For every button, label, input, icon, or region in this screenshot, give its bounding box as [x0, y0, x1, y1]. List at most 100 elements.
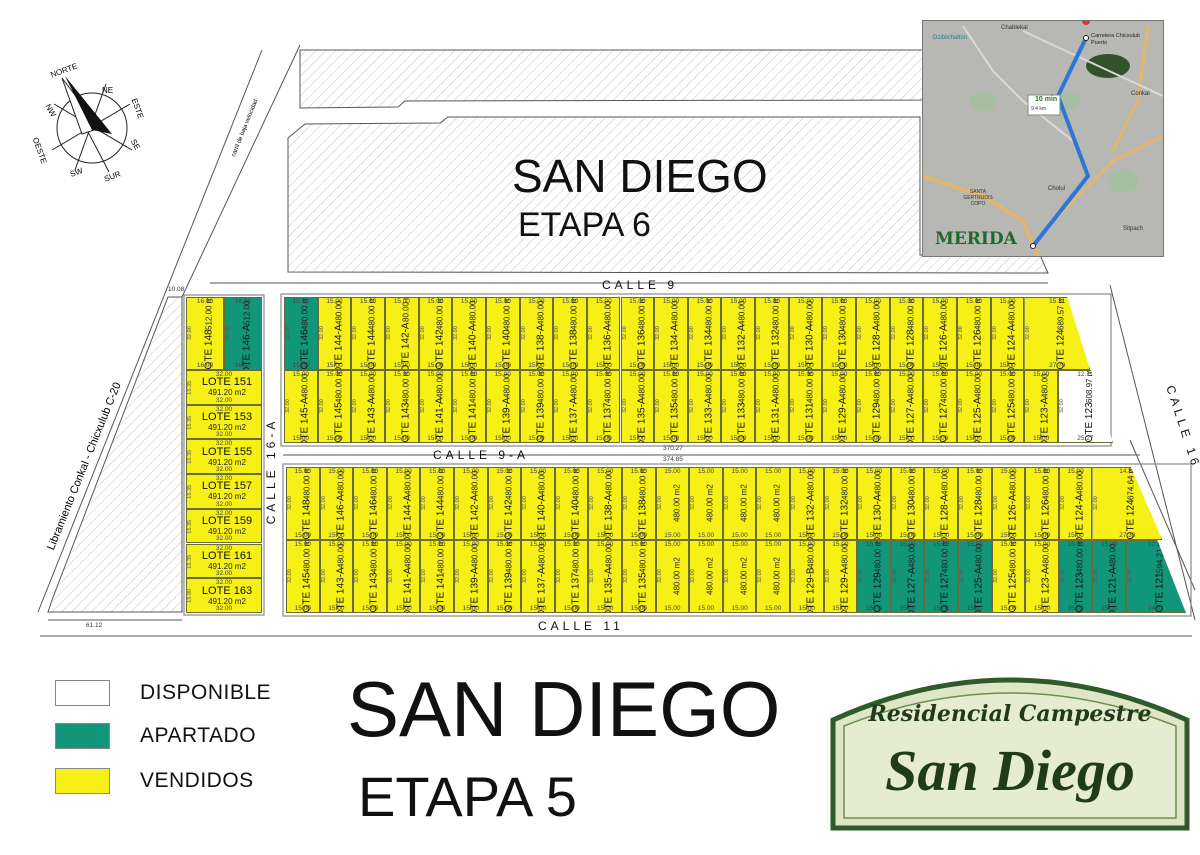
lot-lote-143[interactable]: 15.00 15.00 32.00 LOTE 143 480.00 m2	[353, 540, 387, 613]
lot-lote-130[interactable]: 15.00 15.00 32.00 LOTE 130 480.00 m2	[822, 297, 857, 370]
lot-unnamed[interactable]: 15.00 15.00 32.00 480.00 m2	[756, 467, 790, 540]
lot-lote-145-a[interactable]: 15.00 15.00 32.00 LOTE 145-A 480.00 m2	[284, 370, 318, 443]
lot-lote-153[interactable]: 32.00 32.00 15.35 LOTE 153 491.20 m2	[186, 404, 262, 440]
lot-lote-128[interactable]: 15.00 15.00 32.00 LOTE 128 480.00 m2	[958, 467, 992, 540]
lot-lote-139[interactable]: 15.00 15.00 32.00 LOTE 139 480.00 m2	[519, 370, 554, 443]
lot-lote-138[interactable]: 15.00 15.00 32.00 LOTE 138 480.00 m2	[622, 467, 656, 540]
lot-lote-131[interactable]: 15.00 15.00 32.00 LOTE 131 480.00 m2	[788, 370, 823, 443]
lot-unnamed[interactable]: 15.00 15.00 32.00 480.00 m2	[722, 540, 757, 613]
lot-lote-137[interactable]: 15.00 15.00 32.00 LOTE 137 480.00 m2	[586, 370, 621, 443]
lot-lote-144[interactable]: 15.00 15.00 32.00 LOTE 144 480.00 m2	[351, 297, 385, 370]
lot-lote-161[interactable]: 32.00 32.00 15.35 LOTE 161 491.20 m2	[186, 543, 262, 579]
lot-lote-132-a[interactable]: 15.00 15.00 32.00 LOTE 132-A 480.00 m2	[721, 297, 756, 370]
lot-lote-137-a[interactable]: 15.00 15.00 32.00 LOTE 137-A 480.00 m2	[521, 540, 555, 613]
lot-lote-144[interactable]: 15.00 15.00 32.00 LOTE 144 480.00 m2	[420, 467, 454, 540]
lot-lote-142[interactable]: 15.00 15.00 32.00 LOTE 142 480.00 m2	[418, 297, 453, 370]
lot-lote-138-a[interactable]: 15.00 15.00 32.00 LOTE 138-A 480.00 m2	[519, 297, 554, 370]
lot-lote-159[interactable]: 32.00 32.00 15.35 LOTE 159 491.20 m2	[186, 508, 262, 544]
lot-lote-127-a[interactable]: 15.00 15.00 32.00 LOTE 127-A 480.00 m2	[890, 540, 925, 613]
lot-lote-157[interactable]: 32.00 32.00 15.35 LOTE 157 491.20 m2	[186, 474, 262, 509]
lot-lote-121-a[interactable]: 15.00 15.00 32.00 LOTE 121-A 480.00 m2	[1092, 540, 1126, 613]
lot-lote-126[interactable]: 15.00 15.00 32.00 LOTE 126 480.00 m2	[957, 297, 991, 370]
lot-lote-146[interactable]: 15.00 15.00 32.00 LOTE 146 480.00 m2	[353, 467, 387, 540]
lot-lote-127[interactable]: 15.00 15.00 32.00 LOTE 127 480.00 m2	[923, 370, 957, 443]
lot-lote-132[interactable]: 15.00 15.00 32.00 LOTE 132 480.00 m2	[823, 467, 858, 540]
lot-unnamed[interactable]: 15.00 15.00 32.00 480.00 m2	[689, 540, 723, 613]
lot-lote-134[interactable]: 15.00 15.00 32.00 LOTE 134 480.00 m2	[687, 297, 722, 370]
lot-lote-137-a[interactable]: 15.00 15.00 32.00 LOTE 137-A 480.00 m2	[553, 370, 587, 443]
lot-lote-127-a[interactable]: 15.00 15.00 32.00 LOTE 127-A 480.00 m2	[889, 370, 924, 443]
lot-lote-135[interactable]: 15.00 15.00 32.00 LOTE 135 480.00 m2	[654, 370, 688, 443]
lot-lote-126-a[interactable]: 15.00 15.00 32.00 LOTE 126-A 480.00 m2	[923, 297, 957, 370]
lot-lote-134-a[interactable]: 15.00 15.00 32.00 LOTE 134-A 480.00 m2	[654, 297, 688, 370]
lot-lote-138[interactable]: 15.00 15.00 32.00 LOTE 138 480.00 m2	[553, 297, 587, 370]
lot-lote-123-a[interactable]: 15.00 15.00 32.00 LOTE 123-A 480.00 m2	[1025, 540, 1059, 613]
lot-lote-141[interactable]: 15.00 15.00 32.00 LOTE 141 480.00 m2	[452, 370, 486, 443]
lot-lote-140-a[interactable]: 15.00 15.00 32.00 LOTE 140-A 480.00 m2	[452, 297, 486, 370]
lot-lote-141[interactable]: 15.00 15.00 32.00 LOTE 141 480.00 m2	[420, 540, 454, 613]
lot-lote-133[interactable]: 15.00 15.00 32.00 LOTE 133 480.00 m2	[721, 370, 756, 443]
lot-lote-124-a[interactable]: 15.00 15.00 32.00 LOTE 124-A 480.00 m2	[990, 297, 1025, 370]
lot-lote-137[interactable]: 15.00 15.00 32.00 LOTE 137 480.00 m2	[554, 540, 589, 613]
lot-lote-124-a[interactable]: 15.00 15.00 32.00 LOTE 124-A 480.00 m2	[1058, 467, 1093, 540]
lot-lote-125[interactable]: 15.00 15.00 32.00 LOTE 125 480.00 m2	[990, 370, 1025, 443]
lot-lote-142[interactable]: 15.00 15.00 32.00 LOTE 142 480.00 m2	[487, 467, 522, 540]
lot-lote-132[interactable]: 15.00 15.00 32.00 LOTE 132 480.00 m2	[755, 297, 789, 370]
lot-lote-144-a[interactable]: 15.00 15.00 32.00 LOTE 144-A 480.00 m2	[317, 297, 352, 370]
lot-lote-130-a[interactable]: 15.00 15.00 32.00 LOTE 130-A 480.00 m2	[788, 297, 823, 370]
lot-lote-140[interactable]: 15.00 15.00 32.00 LOTE 140 480.00 m2	[485, 297, 520, 370]
lot-lote-135[interactable]: 15.00 15.00 32.00 LOTE 135 480.00 m2	[622, 540, 656, 613]
lot-lote-125[interactable]: 15.00 15.00 32.00 LOTE 125 480.00 m2	[991, 540, 1026, 613]
lot-lote-142-a[interactable]: 15.00 15.00 32.00 LOTE 142-A 480.00 m2	[454, 467, 488, 540]
lot-lote-129-a[interactable]: 15.00 15.00 32.00 LOTE 129-A 480.00 m2	[823, 540, 858, 613]
lot-lote-141-a[interactable]: 15.00 15.00 32.00 LOTE 141-A 480.00 m2	[418, 370, 453, 443]
lot-lote-146-a[interactable]: 16.00 16.00 32.00 LOTE 146-A 512.00 m2	[224, 297, 262, 370]
lot-lote-139[interactable]: 15.00 15.00 32.00 LOTE 139 480.00 m2	[487, 540, 522, 613]
lot-lote-129-b[interactable]: 15.00 15.00 32.00 LOTE 129-B 480.00 m2	[790, 540, 824, 613]
lot-lote-135-a[interactable]: 15.00 15.00 32.00 LOTE 135-A 480.00 m2	[620, 370, 655, 443]
lot-unnamed[interactable]: 15.00 15.00 32.00 480.00 m2	[655, 540, 690, 613]
lot-lote-129-a[interactable]: 15.00 15.00 32.00 LOTE 129-A 480.00 m2	[822, 370, 857, 443]
lot-lote-123[interactable]: 15.00 15.00 32.00 LOTE 123 480.00 m2	[1058, 540, 1093, 613]
lot-lote-126[interactable]: 15.00 15.00 32.00 LOTE 126 480.00 m2	[1025, 467, 1059, 540]
lot-lote-139-a[interactable]: 15.00 15.00 32.00 LOTE 139-A 480.00 m2	[485, 370, 520, 443]
lot-unnamed[interactable]: 15.00 15.00 32.00 480.00 m2	[655, 467, 690, 540]
lot-lote-136-a[interactable]: 15.00 15.00 32.00 LOTE 136-A 480.00 m2	[586, 297, 621, 370]
lot-lote-144-a[interactable]: 15.00 15.00 32.00 LOTE 144-A 480.00 m2	[386, 467, 421, 540]
lot-lote-125-a[interactable]: 15.00 15.00 32.00 LOTE 125-A 480.00 m2	[957, 370, 991, 443]
lot-lote-146[interactable]: 15.00 15.00 32.00 LOTE 146 480.00 m2	[284, 297, 318, 370]
lot-lote-123-a[interactable]: 15.00 15.00 32.00 LOTE 123-A 480.00 m2	[1024, 370, 1058, 443]
lot-lote-132-a[interactable]: 15.00 15.00 32.00 LOTE 132-A 480.00 m2	[790, 467, 824, 540]
lot-lote-136[interactable]: 15.00 15.00 32.00 LOTE 136 480.00 m2	[620, 297, 655, 370]
lot-lote-135-a[interactable]: 15.00 15.00 32.00 LOTE 135-A 480.00 m2	[588, 540, 622, 613]
lot-lote-143[interactable]: 15.00 15.00 32.00 LOTE 143 480.00 m2	[384, 370, 419, 443]
lot-lote-142-a[interactable]: 15.00 15.00 32.00 LOTE 142-A 80.00 m2	[384, 297, 419, 370]
lot-lote-146-a[interactable]: 15.00 15.00 32.00 LOTE 146-A 480.00 m2	[319, 467, 354, 540]
lot-lote-130[interactable]: 15.00 15.00 32.00 LOTE 130 480.00 m2	[890, 467, 925, 540]
lot-lote-130-a[interactable]: 15.00 15.00 32.00 LOTE 130-A 480.00 m2	[857, 467, 891, 540]
lot-lote-129[interactable]: 15.00 15.00 32.00 LOTE 129 480.00 m2	[856, 370, 890, 443]
lot-lote-148[interactable]: 15.00 15.00 32.00 LOTE 148 480.00 m2	[286, 467, 320, 540]
lot-unnamed[interactable]: 15.00 15.00 32.00 480.00 m2	[722, 467, 757, 540]
lot-lote-151[interactable]: 32.00 32.00 15.35 LOTE 151 491.20 m2	[186, 370, 262, 405]
lot-lote-148[interactable]: 16.00 16.00 32.00 LOTE 148 512.00 m2	[186, 297, 224, 370]
lot-lote-126-a[interactable]: 15.00 15.00 32.00 LOTE 126-A 480.00 m2	[991, 467, 1026, 540]
lot-lote-143-a[interactable]: 15.00 15.00 32.00 LOTE 143-A 480.00 m2	[319, 540, 354, 613]
lot-lote-143-a[interactable]: 15.00 15.00 32.00 LOTE 143-A 480.00 m2	[351, 370, 385, 443]
lot-lote-140-a[interactable]: 15.00 15.00 32.00 LOTE 140-A 480.00 m2	[521, 467, 555, 540]
lot-lote-128-a[interactable]: 15.00 15.00 32.00 LOTE 128-A 480.00 m2	[856, 297, 890, 370]
lot-lote-125-a[interactable]: 15.00 15.00 32.00 LOTE 125-A 480.00 m2	[958, 540, 992, 613]
lot-lote-139-a[interactable]: 15.00 15.00 32.00 LOTE 139-A 480.00 m2	[454, 540, 488, 613]
lot-lote-145[interactable]: 15.00 15.00 32.00 LOTE 145 480.00 m2	[286, 540, 320, 613]
lot-lote-138-a[interactable]: 15.00 15.00 32.00 LOTE 138-A 480.00 m2	[588, 467, 622, 540]
lot-lote-155[interactable]: 32.00 32.00 15.35 LOTE 155 491.20 m2	[186, 439, 262, 475]
lot-lote-128[interactable]: 15.00 15.00 32.00 LOTE 128 480.00 m2	[889, 297, 924, 370]
lot-lote-133-a[interactable]: 15.00 15.00 32.00 LOTE 133-A 480.00 m2	[687, 370, 722, 443]
lot-lote-140[interactable]: 15.00 15.00 32.00 LOTE 140 480.00 m2	[554, 467, 589, 540]
lot-unnamed[interactable]: 15.00 15.00 32.00 480.00 m2	[689, 467, 723, 540]
lot-lote-141-a[interactable]: 15.00 15.00 32.00 LOTE 141-A 480.00 m2	[386, 540, 421, 613]
lot-lote-145[interactable]: 15.00 15.00 32.00 LOTE 145 480.00 m2	[317, 370, 352, 443]
lot-lote-131-a[interactable]: 15.00 15.00 32.00 LOTE 131-A 480.00 m2	[755, 370, 789, 443]
lot-unnamed[interactable]: 15.00 15.00 32.00 480.00 m2	[756, 540, 790, 613]
lot-lote-128-a[interactable]: 15.00 15.00 32.00 LOTE 128-A 480.00 m2	[924, 467, 958, 540]
